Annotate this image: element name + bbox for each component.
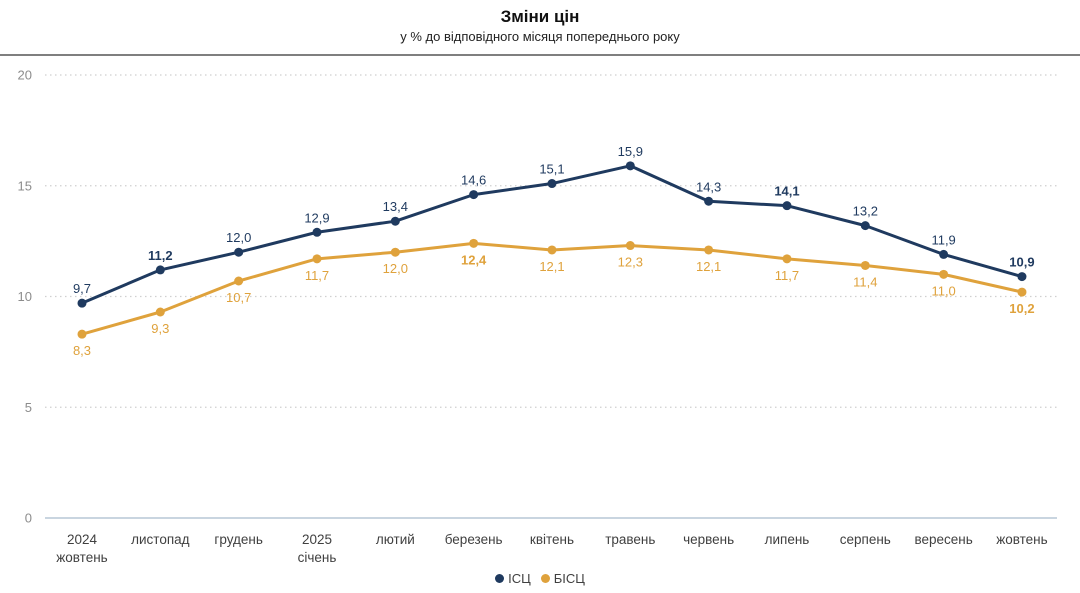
data-label: 13,4 [383, 199, 408, 214]
x-axis-tick-label: лютий [376, 532, 415, 547]
data-label: 14,3 [696, 179, 721, 194]
data-label: 15,1 [539, 162, 564, 177]
data-point [625, 241, 635, 251]
data-point [1017, 287, 1027, 297]
y-axis-tick-label: 0 [25, 511, 32, 526]
x-axis-tick-label: грудень [214, 532, 262, 547]
data-point [547, 179, 557, 189]
data-label: 8,3 [73, 343, 91, 358]
x-axis-tick-label: травень [605, 532, 655, 547]
x-axis-tick-label: серпень [840, 532, 891, 547]
data-label: 12,0 [226, 230, 251, 245]
data-point [547, 245, 557, 255]
x-axis-tick-label: листопад [131, 532, 190, 547]
data-point [782, 201, 792, 211]
data-point [704, 196, 714, 206]
bicc-series-marker-icon [540, 573, 550, 583]
data-point [939, 269, 949, 279]
data-label: 13,2 [853, 204, 878, 219]
data-point [1017, 272, 1027, 282]
data-point [390, 247, 400, 257]
x-axis-tick-label: 2025 січень [298, 532, 337, 565]
data-point [469, 190, 479, 200]
data-label: 15,9 [618, 144, 643, 159]
data-label: 12,3 [618, 255, 643, 270]
data-point [469, 238, 479, 248]
data-point [77, 298, 87, 308]
x-axis-tick-label: квітень [530, 532, 574, 547]
data-point [77, 329, 87, 339]
y-axis-tick-label: 15 [18, 178, 32, 193]
data-label: 11,9 [931, 232, 955, 247]
data-label: 10,2 [1009, 301, 1034, 316]
data-point [390, 216, 400, 226]
data-label: 9,7 [73, 281, 91, 296]
data-label: 9,3 [151, 321, 169, 336]
chart-legend: ІСЦ БІСЦ [0, 567, 1080, 589]
data-point [155, 307, 165, 317]
data-point [704, 245, 714, 255]
data-point [782, 254, 792, 264]
data-label: 12,0 [383, 261, 408, 276]
data-label: 11,0 [931, 283, 955, 298]
legend-label-icc: ІСЦ [508, 570, 531, 586]
legend-label-bicc: БІСЦ [553, 570, 585, 586]
data-point [312, 227, 322, 237]
x-axis-tick-label: вересень [914, 532, 972, 547]
legend-item-icc: ІСЦ [495, 571, 531, 586]
data-label: 14,1 [774, 184, 799, 199]
icc-series-marker-icon [495, 573, 505, 583]
y-axis-tick-label: 5 [25, 400, 32, 415]
data-label: 14,6 [461, 173, 486, 188]
header-separator-line [0, 54, 1080, 56]
x-axis-tick-label: червень [683, 532, 734, 547]
chart-header: Зміни цін у % до відповідного місяця поп… [0, 6, 1080, 46]
data-label: 11,4 [853, 274, 877, 289]
data-label: 11,2 [148, 248, 173, 263]
x-axis-tick-label: 2024 жовтень [56, 532, 107, 565]
y-axis-tick-label: 10 [18, 289, 32, 304]
data-label: 11,7 [305, 268, 329, 283]
data-point [155, 265, 165, 275]
data-point [860, 260, 870, 270]
x-axis-tick-label: липень [765, 532, 810, 547]
data-label: 11,7 [775, 268, 799, 283]
chart-plot-area: 0 5 10 15 20 2024 жовтень листопад грудень 2025 сі… [0, 55, 1080, 565]
data-label: 12,9 [304, 210, 329, 225]
data-label: 12,1 [696, 259, 721, 274]
x-axis-tick-label: березень [445, 532, 503, 547]
data-label: 12,1 [539, 259, 564, 274]
x-axis-tick-label: жовтень [996, 532, 1047, 547]
data-point [234, 276, 244, 286]
data-point [939, 249, 949, 259]
data-point [312, 254, 322, 264]
data-label: 10,9 [1009, 255, 1034, 270]
data-point [625, 161, 635, 171]
chart-title: Зміни цін [500, 7, 580, 26]
chart-subtitle: у % до відповідного місяця попереднього … [400, 29, 680, 44]
data-label: 12,4 [461, 252, 487, 267]
data-label: 10,7 [226, 290, 251, 305]
line-chart-canvas: 0 5 10 15 20 2024 жовтень листопад грудень 2025 сі… [18, 68, 1057, 565]
legend-item-bicc: БІСЦ [540, 570, 585, 586]
data-point [860, 221, 870, 231]
y-axis-tick-label: 20 [18, 68, 32, 83]
data-point [234, 247, 244, 257]
